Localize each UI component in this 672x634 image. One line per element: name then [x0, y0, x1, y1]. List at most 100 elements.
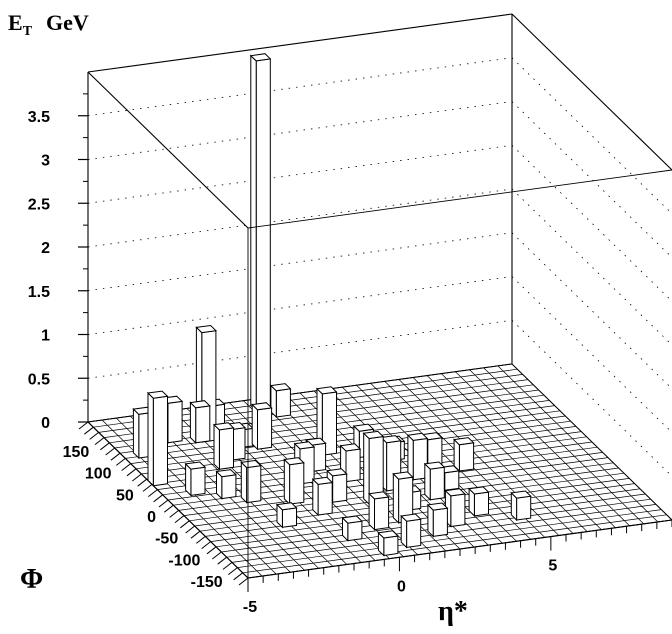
z-tick-label: 0 — [41, 415, 50, 432]
z-gridline-back — [87, 144, 513, 204]
phi-tick — [222, 562, 233, 570]
bar-front-face — [195, 405, 211, 444]
box-back-edges — [87, 13, 672, 423]
phi-tick — [238, 577, 249, 586]
histogram-bar — [212, 422, 235, 471]
phi-tick — [94, 437, 105, 445]
histogram-bar — [468, 486, 490, 518]
phi-tick — [164, 504, 174, 513]
z-tick-label: 3 — [41, 153, 50, 170]
phi-tick — [206, 546, 217, 555]
bar-front-face — [516, 495, 532, 521]
bar-side-face — [240, 461, 248, 504]
bar-front-face — [473, 491, 489, 517]
floor-grid-line — [242, 514, 667, 574]
histogram-bar — [189, 400, 211, 444]
axis-labels: ET GeV Φη* — [8, 10, 468, 627]
histogram-bar — [362, 430, 385, 506]
z-tick-label: 3.5 — [28, 109, 50, 126]
phi-tick — [116, 458, 126, 466]
phi-tick — [233, 572, 243, 581]
bar-side-face — [132, 407, 140, 460]
bar-side-face — [312, 478, 319, 517]
bar-front-face — [152, 395, 168, 487]
floor-grid-line — [135, 410, 561, 470]
z-gridline-right — [511, 232, 672, 390]
histogram-bar — [392, 471, 414, 524]
bar-front-face — [406, 518, 422, 548]
bar-front-face — [345, 448, 361, 483]
bar-top-face — [352, 423, 375, 432]
top-front-edge — [247, 169, 672, 229]
phi-tick — [212, 551, 222, 560]
bar-front-face — [275, 388, 291, 418]
z-gridline-right — [511, 101, 672, 258]
z-tick-label: 1 — [41, 328, 50, 345]
bar-side-face — [424, 462, 431, 501]
histogram-bar — [368, 491, 390, 531]
bar-top-face — [392, 471, 414, 480]
phi-tick-label: -150 — [191, 574, 223, 591]
bar-front-face — [218, 427, 234, 470]
z-gridline-back — [87, 188, 513, 248]
histogram-bar — [311, 476, 334, 517]
phi-tick — [105, 447, 115, 456]
z-tick-label: 2 — [41, 240, 50, 257]
bar-top-face — [368, 491, 390, 500]
phi-tick — [196, 536, 206, 544]
phi-tick — [201, 541, 211, 549]
bar-top-face — [341, 515, 363, 524]
bar-top-face — [184, 461, 207, 470]
bar-front-face — [246, 465, 262, 504]
bar-side-face — [283, 458, 291, 506]
phi-tick — [228, 567, 238, 575]
z-gridline-back — [87, 57, 513, 117]
bar-top-face — [510, 490, 532, 499]
bar-side-face — [392, 472, 400, 524]
bar-top-face — [240, 459, 262, 469]
bar-top-face — [400, 513, 422, 522]
bar-front-face — [347, 520, 363, 542]
bar-front-face — [190, 466, 206, 496]
eta-tick-label: 0 — [397, 578, 406, 595]
bar-top-face — [377, 530, 399, 539]
bar-side-face — [368, 492, 375, 531]
phi-tick — [132, 473, 142, 482]
bar-front-face — [374, 496, 390, 531]
bar-front-face — [332, 473, 348, 503]
phi-tick — [89, 432, 99, 440]
bar-top-face — [275, 502, 298, 511]
histogram-bar — [283, 457, 305, 506]
phi-tick — [78, 421, 89, 430]
phi-tick — [158, 499, 169, 508]
bar-top-face — [212, 422, 235, 431]
eta-axis-title: η* — [438, 596, 468, 627]
bar-top-face — [215, 469, 237, 478]
bar-top-face — [146, 390, 169, 399]
bar-side-face — [213, 423, 220, 471]
phi-tick — [126, 468, 137, 477]
bar-front-face — [167, 400, 183, 444]
z-gridline-back — [87, 101, 513, 160]
bar-top-face — [195, 324, 217, 334]
bar-top-face — [249, 53, 272, 62]
bar-top-face — [468, 486, 490, 495]
bar-top-face — [380, 435, 402, 444]
top-back-edge — [87, 13, 513, 73]
top-left-edge — [87, 71, 249, 229]
phi-tick — [100, 442, 110, 451]
phi-tick-label: 100 — [85, 466, 112, 483]
phi-tick — [110, 452, 121, 461]
bar-side-face — [147, 391, 154, 487]
histogram-bar — [184, 461, 207, 497]
bar-top-face — [326, 468, 348, 477]
bar-side-face — [250, 54, 257, 413]
phi-axis-title: Φ — [20, 564, 43, 595]
bar-front-face — [450, 493, 466, 528]
phi-tick — [169, 510, 179, 518]
phi-tick — [137, 478, 147, 487]
phi-tick — [153, 494, 163, 503]
bar-top-face — [251, 402, 273, 411]
z-gridline-right — [511, 144, 672, 302]
phi-tick-label: 150 — [63, 444, 90, 461]
